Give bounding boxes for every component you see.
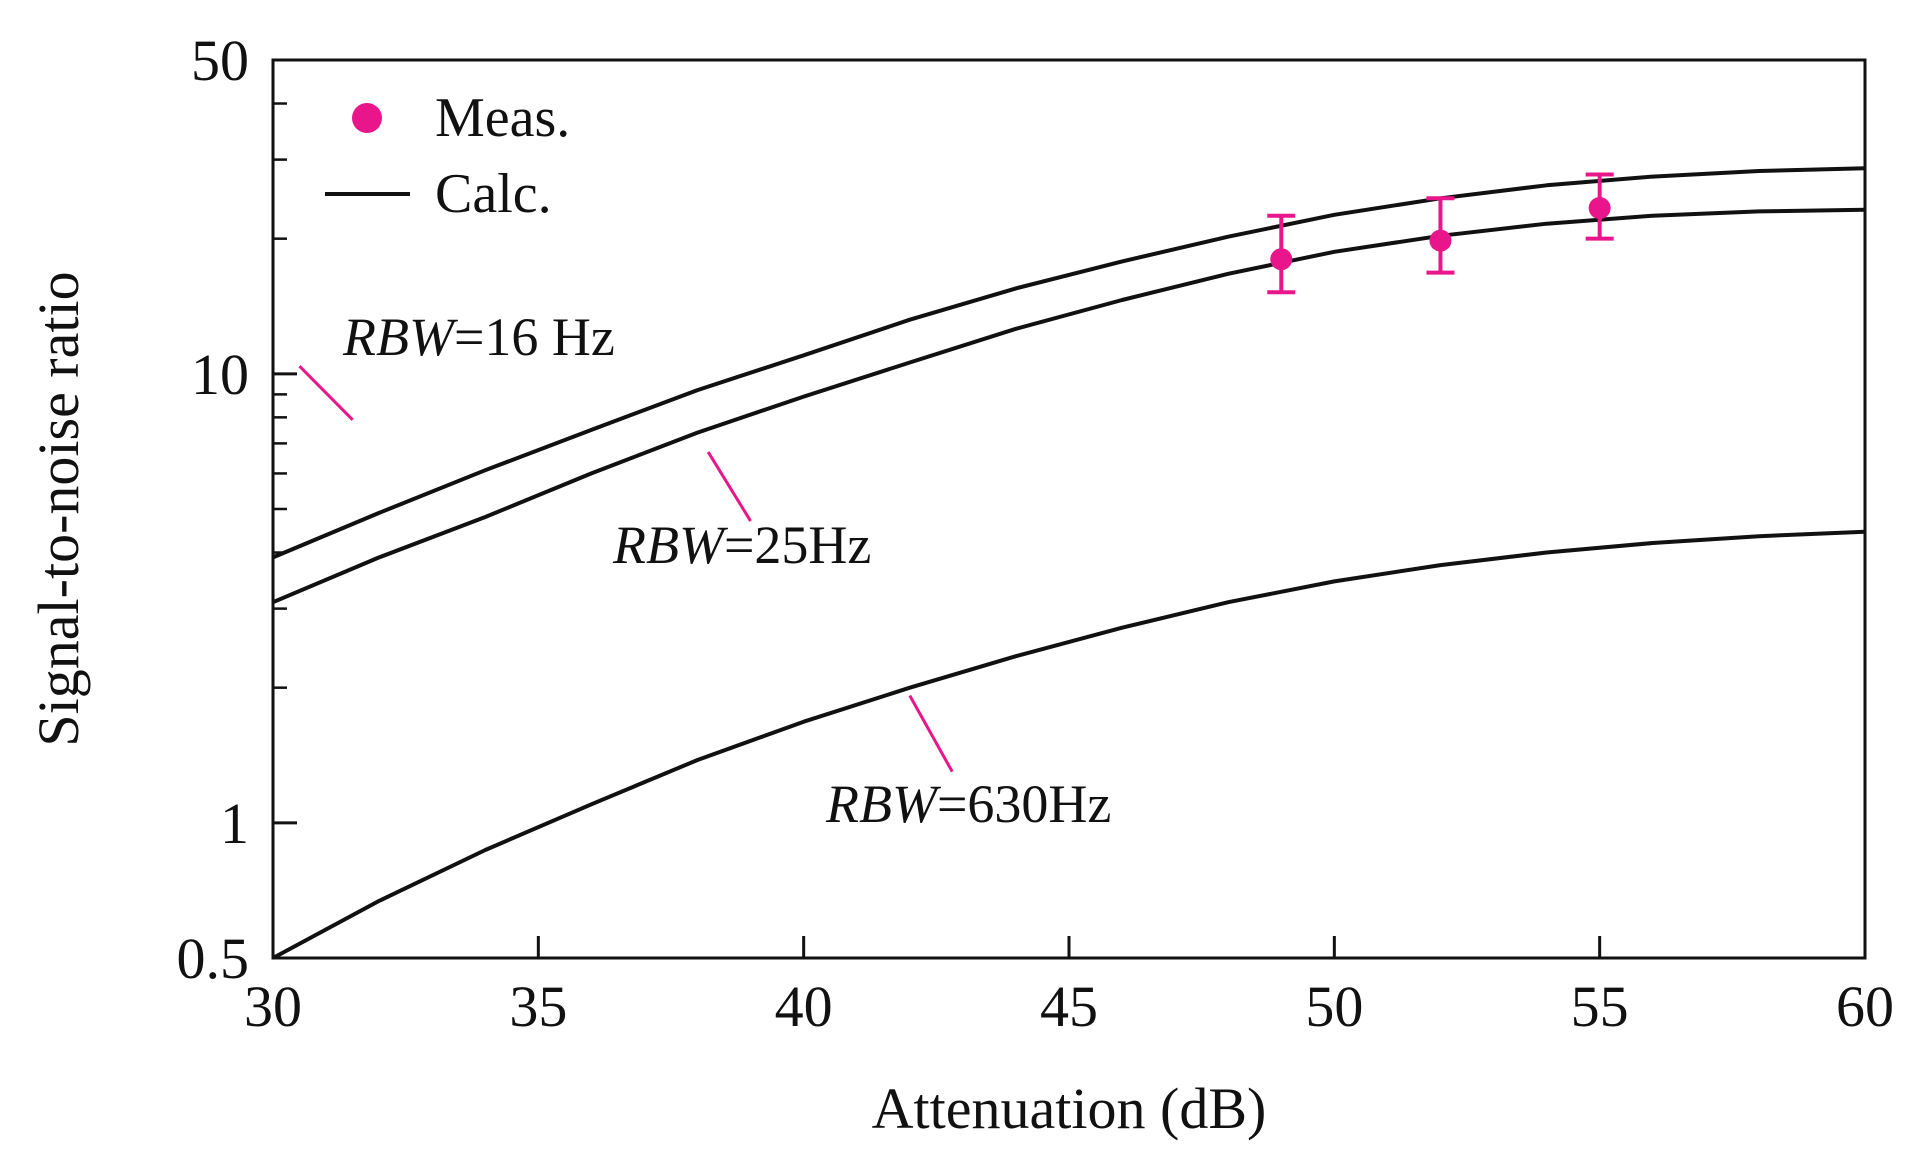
y-axis: 0.5 1 10 50	[177, 28, 297, 991]
legend-label-calc: Calc.	[435, 163, 552, 225]
calc-line-2	[272, 207, 1866, 605]
annotation-leader	[706, 451, 752, 522]
annotation-value: =630Hz	[937, 774, 1111, 834]
annotation-prefix: RBW	[825, 774, 942, 834]
annotation-value: =25Hz	[724, 515, 871, 575]
x-axis-title: Attenuation (dB)	[872, 1076, 1267, 1141]
x-tick-label: 30	[244, 974, 302, 1039]
y-tick-label: 0.5	[177, 926, 250, 991]
calc-line-3	[272, 529, 1866, 960]
y-tick-label: 10	[191, 342, 249, 407]
legend-marker-meas	[352, 103, 382, 133]
series-group	[272, 166, 1866, 960]
annotation-prefix: RBW	[612, 515, 729, 575]
legend: Meas. Calc.	[325, 87, 570, 225]
annotation-label: RBW=25Hz	[612, 515, 871, 575]
meas-point	[1429, 229, 1452, 252]
meas-point	[1588, 197, 1611, 220]
x-tick-label: 60	[1836, 974, 1894, 1039]
legend-label-meas: Meas.	[435, 87, 570, 149]
annotation-value: =16 Hz	[454, 307, 615, 367]
annotation-label: RBW=630Hz	[825, 774, 1111, 834]
y-axis-title: Signal-to-noise ratio	[26, 271, 91, 746]
annotation-label: RBW=16 Hz	[342, 307, 615, 367]
x-tick-label: 45	[1040, 974, 1098, 1039]
annotation-prefix: RBW	[342, 307, 459, 367]
x-tick-label: 55	[1571, 974, 1629, 1039]
y-tick-label: 1	[220, 791, 249, 856]
x-tick-label: 50	[1305, 974, 1363, 1039]
meas-point	[1270, 248, 1293, 271]
annotation-leader	[298, 365, 354, 421]
x-tick-label: 35	[509, 974, 567, 1039]
annotation-leader	[908, 694, 954, 773]
x-axis: 30 35 40 45 50 55 60	[244, 936, 1894, 1039]
y-tick-label: 50	[191, 28, 249, 93]
x-tick-label: 40	[775, 974, 833, 1039]
